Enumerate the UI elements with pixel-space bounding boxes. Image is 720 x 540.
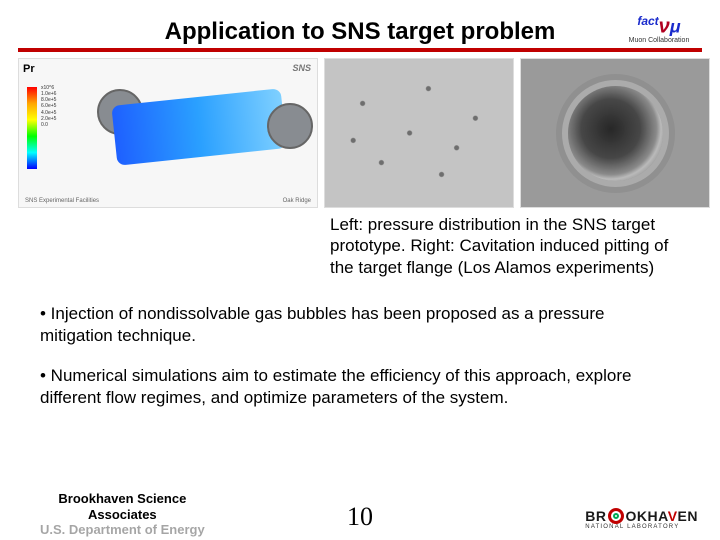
- bnl-subtitle: NATIONAL LABORATORY: [585, 524, 698, 530]
- figure-right-sem: [520, 58, 710, 208]
- bnl-ring-icon: [608, 508, 624, 524]
- muon-collab-logo: factνμ Muon Collaboration: [616, 14, 702, 44]
- bnl-wordmark: BROKHAVEN: [585, 508, 698, 524]
- sns-badge: SNS: [292, 63, 311, 73]
- color-legend: [27, 87, 37, 169]
- slide-footer: Brookhaven Science Associates U.S. Depar…: [0, 484, 720, 540]
- nu-mu-glyph: factνμ: [616, 14, 702, 39]
- bullet-2: • Numerical simulations aim to estimate …: [40, 365, 680, 409]
- footer-line2: Associates: [40, 507, 205, 523]
- page-number: 10: [347, 502, 373, 532]
- figure1-footer: SNS Experimental Facilities Oak Ridge: [25, 198, 311, 204]
- bullet-1: • Injection of nondissolvable gas bubble…: [40, 303, 680, 347]
- slide-title: Application to SNS target problem: [165, 18, 556, 46]
- footer-affiliation: Brookhaven Science Associates U.S. Depar…: [40, 491, 205, 538]
- brookhaven-logo: BROKHAVEN NATIONAL LABORATORY: [585, 508, 698, 530]
- divider-red: [18, 48, 702, 52]
- figure-caption: Left: pressure distribution in the SNS t…: [330, 214, 676, 279]
- figure-left-simulation: Pr SNS x10^6 1.0e+6 8.0e+5 6.0e+5 4.0e+5…: [18, 58, 318, 208]
- image-row: Pr SNS x10^6 1.0e+6 8.0e+5 6.0e+5 4.0e+5…: [18, 58, 702, 208]
- flange-right: [267, 103, 313, 149]
- footer-line1: Brookhaven Science: [40, 491, 205, 507]
- pr-label: Pr: [23, 63, 35, 75]
- fig1-footer-right: Oak Ridge: [283, 198, 311, 204]
- slide-header: Application to SNS target problem factνμ…: [0, 0, 720, 46]
- sem-cavity: [568, 86, 663, 181]
- bullet-list: • Injection of nondissolvable gas bubble…: [40, 303, 680, 409]
- fig1-footer-left: SNS Experimental Facilities: [25, 198, 99, 204]
- muon-collab-label: Muon Collaboration: [616, 37, 702, 44]
- footer-line3: U.S. Department of Energy: [40, 522, 205, 538]
- legend-scale-text: x10^6 1.0e+6 8.0e+5 6.0e+5 4.0e+5 2.0e+5…: [41, 85, 56, 129]
- figure-mid-pitting: [324, 58, 514, 208]
